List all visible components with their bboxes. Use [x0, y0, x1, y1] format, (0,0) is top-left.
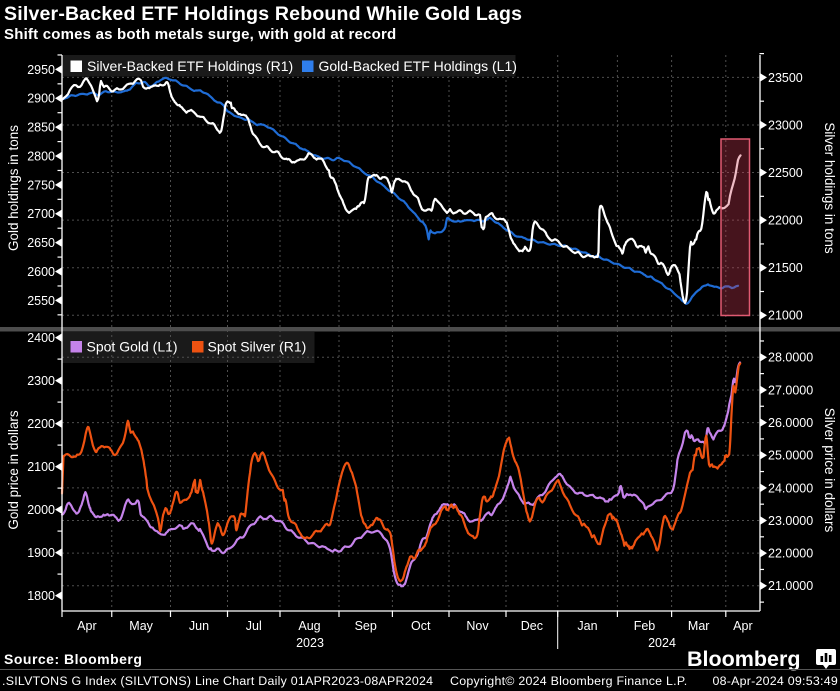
svg-text:2400: 2400 [27, 331, 55, 345]
svg-text:21000: 21000 [768, 309, 803, 323]
svg-text:2800: 2800 [27, 149, 55, 163]
svg-text:Spot Silver (R1): Spot Silver (R1) [208, 339, 307, 355]
svg-text:22500: 22500 [768, 166, 803, 180]
svg-text:2200: 2200 [27, 417, 55, 431]
svg-text:22000: 22000 [768, 214, 803, 228]
svg-text:May: May [129, 619, 153, 633]
svg-text:2024: 2024 [648, 636, 676, 650]
svg-text:Jun: Jun [189, 619, 209, 633]
svg-text:21.0000: 21.0000 [768, 579, 813, 593]
svg-text:Oct: Oct [411, 619, 431, 633]
svg-text:Jan: Jan [577, 619, 597, 633]
svg-text:1900: 1900 [27, 546, 55, 560]
svg-text:Dec: Dec [521, 619, 543, 633]
svg-text:Bloomberg: Bloomberg [687, 647, 800, 671]
svg-text:2700: 2700 [27, 207, 55, 221]
svg-text:2900: 2900 [27, 92, 55, 106]
svg-text:2850: 2850 [27, 121, 55, 135]
svg-text:Shift comes as both metals sur: Shift comes as both metals surge, with g… [4, 26, 396, 43]
svg-text:Aug: Aug [298, 619, 320, 633]
svg-text:.SILVTONS G Index (SILVTONS) L: .SILVTONS G Index (SILVTONS) Line Chart … [2, 674, 433, 688]
svg-text:2750: 2750 [27, 178, 55, 192]
svg-text:1800: 1800 [27, 589, 55, 603]
svg-text:Source: Bloomberg: Source: Bloomberg [4, 651, 142, 667]
svg-text:2100: 2100 [27, 460, 55, 474]
svg-text:2650: 2650 [27, 236, 55, 250]
svg-text:Silver holdings in tons: Silver holdings in tons [822, 122, 837, 254]
svg-text:2950: 2950 [27, 63, 55, 77]
svg-text:Silver-Backed ETF Holdings Reb: Silver-Backed ETF Holdings Rebound While… [4, 3, 522, 25]
svg-text:Gold price in dollars: Gold price in dollars [6, 410, 21, 530]
svg-text:23.0000: 23.0000 [768, 514, 813, 528]
svg-text:Gold holdings in tons: Gold holdings in tons [6, 125, 21, 251]
svg-text:25.0000: 25.0000 [768, 449, 813, 463]
svg-text:Jul: Jul [246, 619, 262, 633]
svg-text:23000: 23000 [768, 118, 803, 132]
svg-text:Silver price in dollars: Silver price in dollars [822, 408, 837, 533]
svg-text:26.0000: 26.0000 [768, 416, 813, 430]
svg-text:Mar: Mar [688, 619, 710, 633]
svg-text:2000: 2000 [27, 503, 55, 517]
svg-text:21500: 21500 [768, 261, 803, 275]
svg-text:2550: 2550 [27, 294, 55, 308]
svg-text:Sep: Sep [355, 619, 377, 633]
svg-text:Apr: Apr [77, 619, 96, 633]
svg-text:Gold-Backed ETF Holdings (L1): Gold-Backed ETF Holdings (L1) [319, 58, 517, 74]
svg-text:Feb: Feb [634, 619, 656, 633]
svg-text:2023: 2023 [296, 636, 324, 650]
svg-text:22.0000: 22.0000 [768, 547, 813, 561]
svg-text:2600: 2600 [27, 265, 55, 279]
svg-text:Copyright© 2024 Bloomberg Fina: Copyright© 2024 Bloomberg Finance L.P. [450, 674, 687, 688]
svg-text:Apr: Apr [733, 619, 752, 633]
svg-text:2300: 2300 [27, 374, 55, 388]
svg-text:28.0000: 28.0000 [768, 351, 813, 365]
svg-text:08-Apr-2024 09:53:49: 08-Apr-2024 09:53:49 [712, 674, 838, 688]
svg-text:Nov: Nov [466, 619, 489, 633]
svg-text:27.0000: 27.0000 [768, 383, 813, 397]
svg-text:24.0000: 24.0000 [768, 481, 813, 495]
svg-text:23500: 23500 [768, 71, 803, 85]
svg-text:Spot Gold (L1): Spot Gold (L1) [87, 339, 178, 355]
svg-text:Silver-Backed ETF Holdings (R1: Silver-Backed ETF Holdings (R1) [87, 58, 293, 74]
